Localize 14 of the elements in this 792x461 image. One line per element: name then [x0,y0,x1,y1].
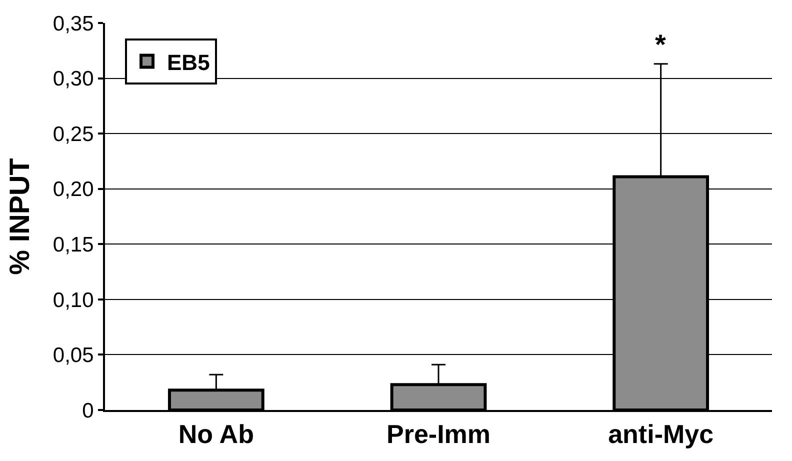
y-tick-label: 0,25 [52,122,94,146]
y-tick-label: 0,20 [52,178,94,202]
y-tick-label: 0,05 [52,344,94,368]
x-tick-label: No Ab [178,419,254,450]
y-tick-label: 0,10 [52,288,94,312]
x-tick-label: Pre-Imm [386,419,491,450]
y-tick-label: 0 [82,399,94,422]
annotation: * [655,29,666,60]
legend-label: EB5 [167,50,210,75]
y-tick-label: 0,30 [52,68,94,91]
y-tick-label: 0,35 [52,12,94,36]
x-tick-label: anti-Myc [608,419,714,450]
y-tick-label: 0,15 [52,233,94,256]
y-axis-title: % INPUT [4,158,36,275]
